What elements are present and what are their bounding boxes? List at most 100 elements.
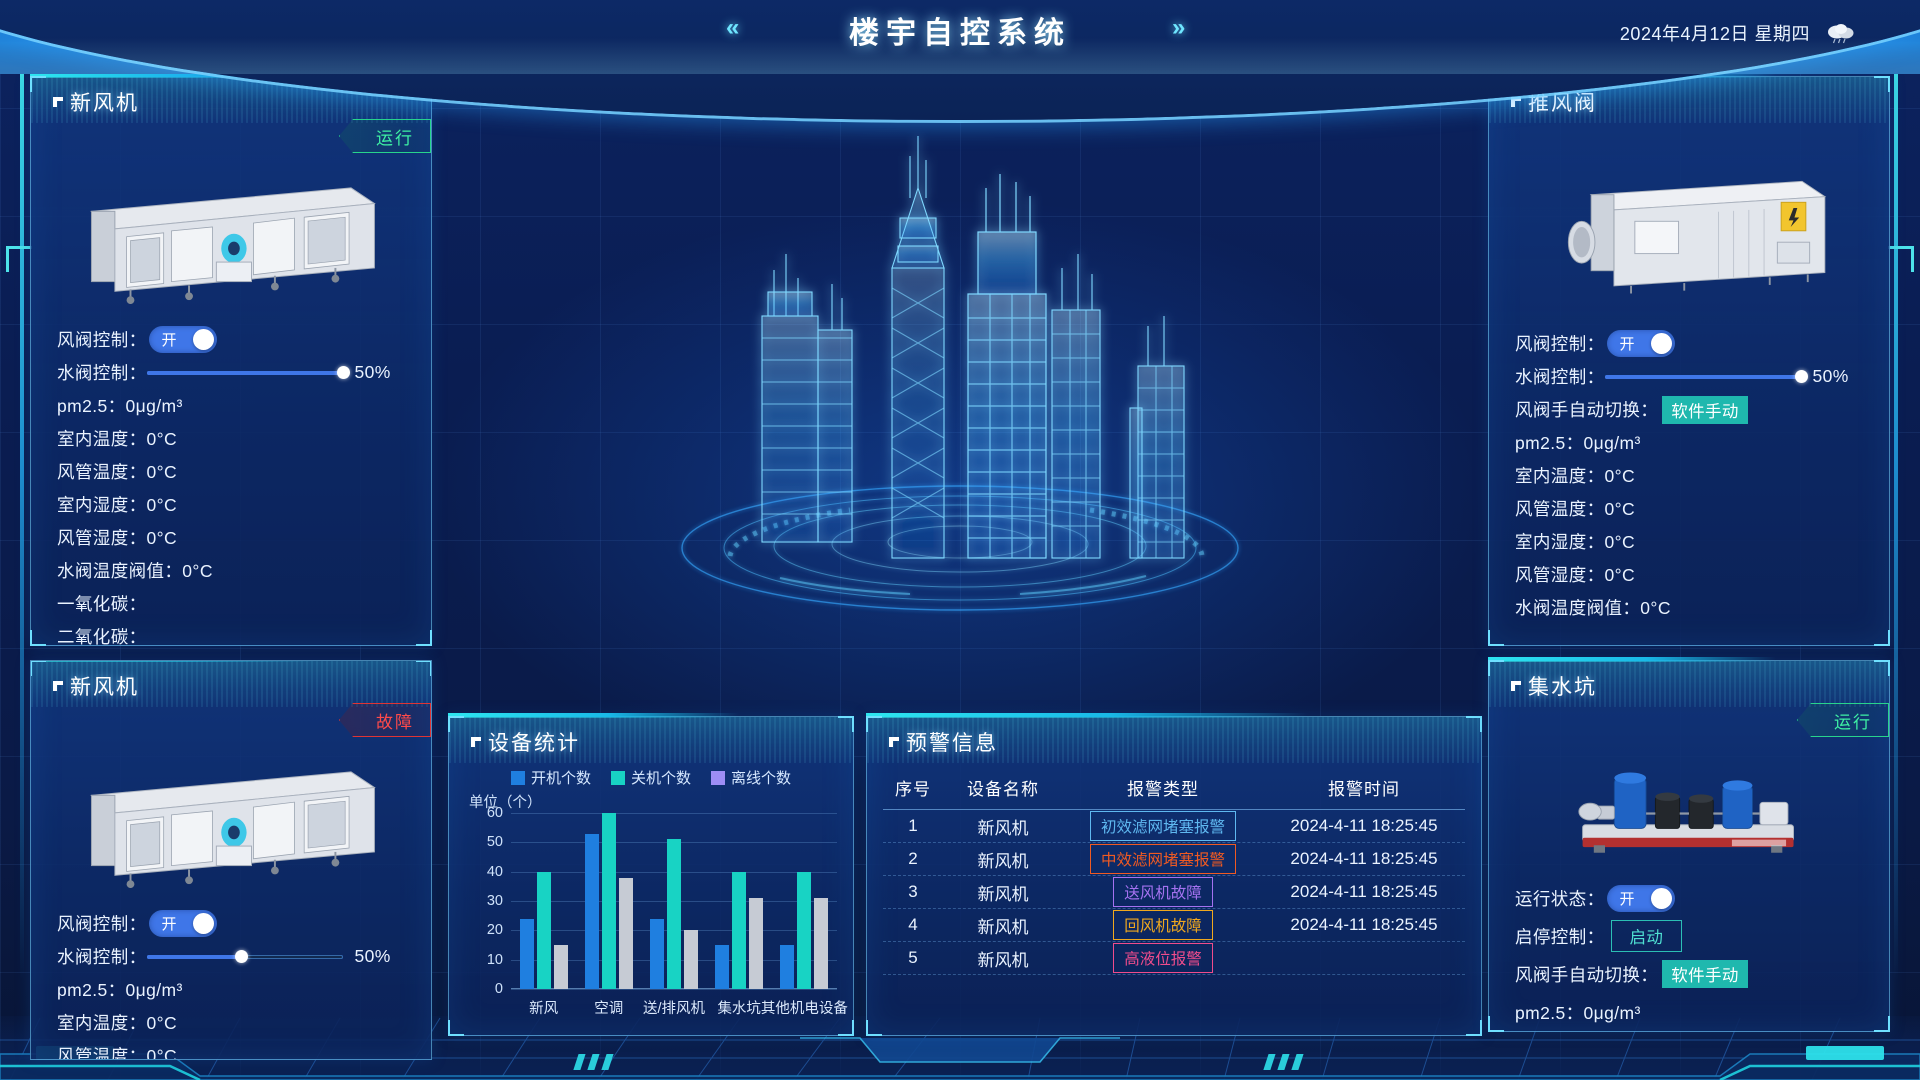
chart-bar[interactable] (732, 871, 747, 989)
slider-knob[interactable] (336, 366, 350, 379)
chart-bar[interactable] (601, 813, 616, 989)
panel-title-text: 新风机 (70, 676, 139, 699)
cell-device-name: 新风机 (977, 818, 1029, 838)
run-state-toggle[interactable]: 开 (1606, 884, 1675, 912)
slider-fill (146, 954, 241, 959)
tag-software-manual[interactable]: 软件手动 (1662, 395, 1748, 424)
water-valve-slider[interactable] (146, 947, 343, 967)
chart-bar[interactable] (684, 930, 698, 989)
table-row[interactable]: 1 新风机 初效滤网堵塞报警 2024-4-11 18:25:45 (883, 810, 1465, 843)
slider-knob[interactable] (234, 950, 248, 963)
water-valve-value: 50% (354, 946, 391, 966)
chart-bar[interactable] (618, 877, 633, 989)
rows-sump-pit: 运行状态： 开 启停控制： 启动 风阀手自动切换： 软件手动 pm2.5：0μg… (1515, 879, 1871, 1031)
row-start-stop-control: 启停控制： 启动 (1515, 917, 1871, 955)
cell-index: 3 (908, 882, 918, 901)
label-start-stop: 启停控制： (1515, 926, 1605, 947)
row-duct-temp: 风管温度：0°C (57, 462, 178, 482)
water-valve-slider[interactable] (146, 363, 350, 383)
corner-bracket-bl (448, 1020, 464, 1036)
row-water-valve-control: 水阀控制： 50% (57, 940, 413, 973)
alarm-type-badge[interactable]: 回风机故障 (1113, 910, 1213, 940)
row-water-valve-control: 水阀控制： 50% (1515, 360, 1871, 393)
device-image-push-valve (1489, 139, 1889, 315)
legend-item-offline[interactable]: 离线个数 (711, 767, 791, 788)
corner-bracket-tl (30, 76, 46, 92)
slider-fill (146, 370, 343, 375)
damper-toggle[interactable]: 开 (1606, 330, 1675, 357)
table-row[interactable]: 4 新风机 回风机故障 2024-4-11 18:25:45 (883, 909, 1465, 942)
panel-alarm-info: 预警信息 序号 设备名称 报警类型 报警时间 1 新风机 初效滤网堵塞报警 2024-… (866, 713, 1482, 1036)
panel-title-fresh-air-1: 新风机 (53, 87, 139, 117)
header-bar: « 楼宇自控系统 » 2024年4月12日 星期四 (0, 0, 1920, 120)
panel-title-statistics: 设备统计 (471, 727, 580, 757)
alarm-type-badge[interactable]: 中效滤网堵塞报警 (1089, 844, 1236, 874)
chart-bar[interactable] (814, 898, 829, 989)
corner-bracket-br (1874, 1016, 1890, 1032)
panel-header-texture (31, 661, 431, 707)
corner-bracket-tl (31, 661, 46, 676)
alarm-type-badge[interactable]: 送风机故障 (1113, 877, 1213, 907)
chart-bar[interactable] (553, 945, 568, 989)
alarm-table-body: 1 新风机 初效滤网堵塞报警 2024-4-11 18:25:45 2 新风机 中效滤网堵塞… (883, 810, 1465, 975)
title-tick-icon (1511, 681, 1521, 691)
damper-toggle[interactable]: 开 (148, 910, 217, 937)
panel-topbar (31, 661, 318, 662)
title-tick-icon (53, 97, 63, 107)
legend-swatch-on (510, 770, 525, 785)
row-damper-control: 风阀控制： 开 (57, 323, 413, 356)
legend-item-on[interactable]: 开机个数 (510, 767, 591, 788)
cell-index: 4 (908, 915, 918, 934)
panel-topbar (866, 713, 1309, 718)
row-damper-auto-manual: 风阀手自动切换： 软件手动 (1515, 955, 1871, 993)
chart-bar[interactable] (519, 918, 534, 989)
alarm-table: 序号 设备名称 报警类型 报警时间 1 新风机 初效滤网堵塞报警 2024-4-11 … (883, 769, 1465, 975)
chart-bar[interactable] (797, 871, 812, 989)
chart-bar[interactable] (584, 833, 599, 989)
corner-bracket-bl (866, 1020, 882, 1036)
panel-push-valve: 推风阀 (1488, 73, 1890, 646)
tag-software-manual[interactable]: 软件手动 (1662, 960, 1748, 988)
corner-bracket-bl (1488, 1016, 1504, 1032)
next-chevron-icon[interactable]: » (1172, 14, 1185, 41)
rows-push-valve: 风阀控制： 开 水阀控制： 50% 风阀手自动切换： (1515, 327, 1871, 624)
chart-bar[interactable] (749, 898, 764, 989)
corner-bracket-tr (1466, 716, 1482, 732)
title-tick-icon (471, 737, 481, 747)
prev-chevron-icon[interactable]: « (726, 14, 739, 41)
table-row[interactable]: 2 新风机 中效滤网堵塞报警 2024-4-11 18:25:45 (883, 843, 1465, 876)
chart-bar[interactable] (715, 945, 730, 989)
toggle-label: 开 (161, 916, 177, 933)
chart-bar[interactable] (780, 945, 795, 989)
slider-knob[interactable] (1794, 370, 1808, 383)
label-water-valve: 水阀控制： (1515, 367, 1605, 387)
toggle-label: 开 (1619, 336, 1635, 353)
row-indoor-humidity: 室内湿度：0°C (1515, 532, 1636, 552)
alarm-type-badge[interactable]: 初效滤网堵塞报警 (1089, 811, 1236, 841)
alarm-type-badge[interactable]: 高液位报警 (1113, 943, 1213, 973)
col-header-time: 报警时间 (1328, 780, 1400, 799)
corner-bracket-bl (30, 630, 46, 646)
page-title: 楼宇自控系统 (849, 17, 1071, 50)
chart-bar[interactable] (667, 839, 681, 989)
row-pm25: pm2.5：0μg/m³ (1515, 433, 1641, 453)
label-damper-control: 风阀控制： (1515, 334, 1605, 354)
chart-bar[interactable] (650, 918, 664, 989)
cell-alarm-type: 中效滤网堵塞报警 (1063, 844, 1263, 874)
panel-title-fresh-air-2: 新风机 (53, 671, 139, 701)
chart-y-tick: 10 (486, 951, 503, 968)
start-button[interactable]: 启动 (1610, 920, 1683, 952)
corner-bracket-br (1874, 630, 1890, 646)
table-row[interactable]: 5 新风机 高液位报警 (883, 942, 1465, 975)
water-valve-slider[interactable] (1604, 367, 1808, 387)
chart-bar[interactable] (536, 871, 551, 989)
legend-label-offline: 离线个数 (731, 770, 792, 787)
left-rail-decoration (6, 50, 32, 980)
chart-x-label: 集水坑 (717, 1001, 761, 1017)
legend-item-off[interactable]: 关机个数 (610, 767, 691, 788)
device-image-pump-set (1489, 719, 1889, 867)
table-row[interactable]: 3 新风机 送风机故障 2024-4-11 18:25:45 (883, 876, 1465, 909)
panel-header-texture (449, 717, 853, 763)
damper-toggle[interactable]: 开 (148, 326, 217, 353)
